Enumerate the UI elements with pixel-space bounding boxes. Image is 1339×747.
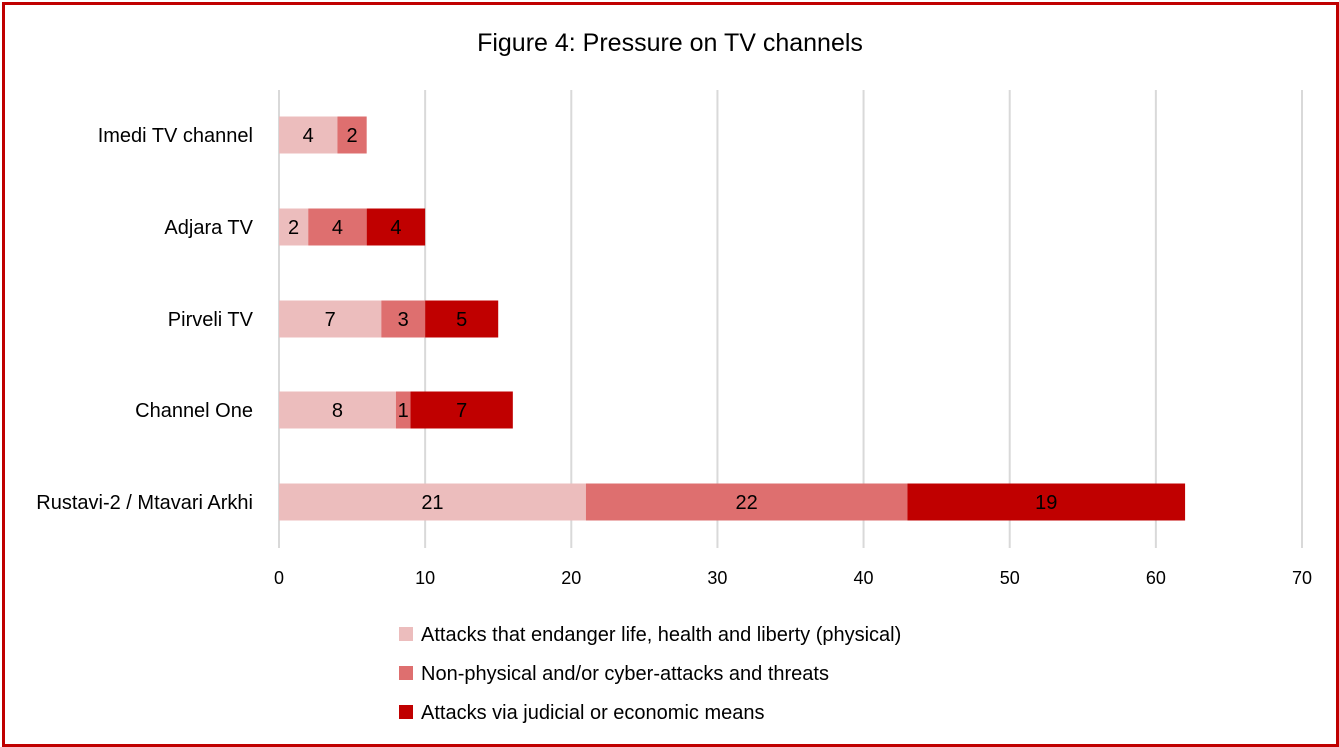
x-tick-label: 0: [274, 568, 284, 588]
bar-segment: [279, 208, 309, 246]
bar-segment: [366, 208, 426, 246]
data-label: 2: [288, 217, 299, 239]
chart-title: Figure 4: Pressure on TV channels: [477, 29, 863, 57]
legend-label: Non-physical and/or cyber-attacks and th…: [421, 663, 829, 685]
category-label: Adjara TV: [164, 217, 253, 239]
category-label: Rustavi-2 / Mtavari Arkhi: [36, 492, 253, 514]
bar-segment: [907, 483, 1186, 521]
data-label: 4: [390, 217, 401, 239]
x-tick-label: 70: [1292, 568, 1312, 588]
bar-segment: [395, 391, 411, 429]
x-tick-label: 40: [854, 568, 874, 588]
data-label: 2: [347, 125, 358, 147]
bars: [279, 116, 1186, 521]
data-label: 8: [332, 400, 343, 422]
data-label: 22: [736, 492, 758, 514]
x-tick-label: 10: [415, 568, 435, 588]
category-label: Imedi TV channel: [98, 125, 253, 147]
data-label: 19: [1035, 492, 1057, 514]
legend-label: Attacks that endanger life, health and l…: [421, 624, 901, 646]
x-tick-label: 50: [1000, 568, 1020, 588]
x-tick-label: 60: [1146, 568, 1166, 588]
bar-segment: [585, 483, 908, 521]
legend-swatch: [399, 705, 413, 719]
legend: Attacks that endanger life, health and l…: [399, 624, 901, 724]
gridlines: [278, 90, 1303, 548]
data-label: 1: [398, 400, 409, 422]
legend-swatch: [399, 666, 413, 680]
x-axis-tick-labels: 0 10 20 30 40 50 60 70: [274, 568, 1312, 588]
bar-segment: [425, 300, 499, 338]
data-label: 3: [398, 309, 409, 331]
bar-segment: [381, 300, 426, 338]
data-label: 4: [303, 125, 314, 147]
legend-label: Attacks via judicial or economic means: [421, 702, 764, 724]
x-tick-label: 30: [707, 568, 727, 588]
category-label: Channel One: [135, 400, 253, 422]
data-labels: 4 22 4 47 3 58 1 721 22 19: [288, 125, 1057, 514]
data-label: 4: [332, 217, 343, 239]
category-label: Pirveli TV: [168, 309, 254, 331]
bar-segment: [279, 300, 382, 338]
data-label: 21: [421, 492, 443, 514]
legend-swatch: [399, 627, 413, 641]
data-label: 7: [456, 400, 467, 422]
bar-segment: [279, 391, 396, 429]
data-label: 7: [325, 309, 336, 331]
data-label: 5: [456, 309, 467, 331]
bar-segment: [337, 116, 367, 154]
x-tick-label: 20: [561, 568, 581, 588]
bar-segment: [279, 483, 586, 521]
bar-segment: [308, 208, 367, 246]
bar-segment: [279, 116, 338, 154]
bar-segment: [410, 391, 513, 429]
category-labels: Imedi TV channel Adjara TV Pirveli TV Chann…: [36, 125, 253, 514]
